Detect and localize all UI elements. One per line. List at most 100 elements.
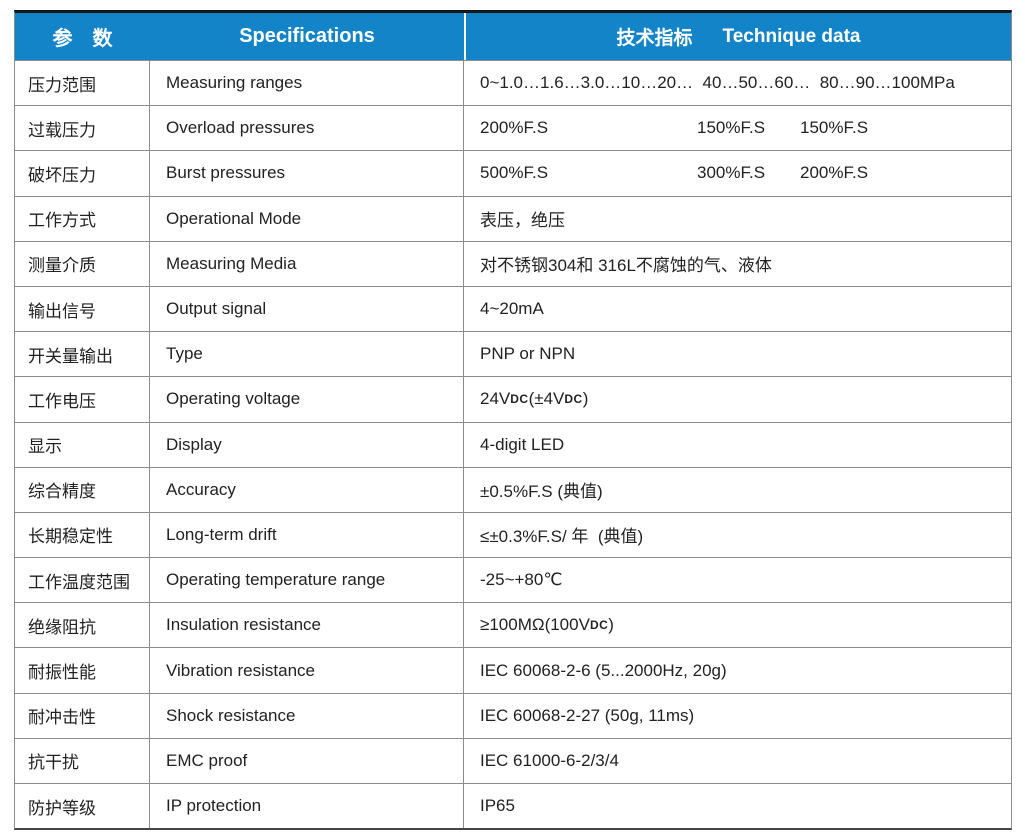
spec-en-cell: Burst pressures [150,151,464,196]
spec-en-cell: Output signal [150,286,464,332]
spec-en-cell: EMC proof [150,738,464,783]
value-text: 4~20mA [480,299,544,319]
header-param: 参 数 [52,28,113,50]
value-text: -25~+80℃ [480,570,563,590]
param-cn-cell: 工作温度范围 [15,558,150,603]
table-row: 压力范围 Measuring ranges 0~1.0…1.6…3.0…10…2… [15,60,1011,106]
spec-en-cell: Accuracy [150,467,464,512]
table-row: 显示 Display 4-digit LED [15,421,1011,467]
value-cell: IEC 60068-2-27 (50g, 11ms) [464,694,1011,738]
value-part: 150%F.S [697,118,766,138]
spec-en-cell: Long-term drift [150,512,464,558]
table-row: 破坏压力 Burst pressures 500%F.S 300%F.S 200%F… [15,150,1011,196]
value-cell: ±0.5%F.S (典值) [464,468,1011,512]
spec-en-cell: Insulation resistance [150,603,464,648]
header-technique-en: Technique data [722,25,861,47]
value-subscript: DC [564,392,583,407]
value-part: 24V [480,389,511,409]
param-cn-cell: 抗干扰 [15,738,150,783]
param-cn-cell: 输出信号 [15,286,150,332]
value-part: ) [608,615,614,635]
table-row: 防护等级 IP protection IP65 [15,783,1011,829]
spec-en-cell: Type [150,332,464,377]
value-text: ±0.5%F.S (典值) [480,482,603,502]
spec-en-cell: Display [150,422,464,467]
value-cell: 200%F.S 150%F.S 150%F.S [464,106,1011,150]
value-part: 300%F.S [697,163,766,183]
value-part: 200%F.S [480,118,549,138]
value-part: 200%F.S [800,163,869,183]
value-cell: 24V DC (±4V DC) [464,377,1011,421]
param-cn-cell: 绝缘阻抗 [15,603,150,648]
value-part: ≥100MΩ(100V [480,615,590,635]
param-cn-cell: 测量介质 [15,241,150,286]
value-subscript: DC [510,392,529,407]
value-cell: 0~1.0…1.6…3.0…10…20… 40…50…60… 80…90…100… [464,61,1011,105]
param-cn-cell: 工作方式 [15,196,150,241]
param-cn-cell: 开关量输出 [15,332,150,377]
spec-en-cell: Overload pressures [150,106,464,151]
spec-en-cell: Operating voltage [150,377,464,422]
table-row: 测量介质 Measuring Media 对不锈钢304和 316L不腐蚀的气、… [15,240,1011,286]
spec-en-cell: Operational Mode [150,196,464,241]
table-header: 参 数 Specifications 技术指标 Technique data [15,13,1011,60]
spec-en-cell: Vibration resistance [150,648,464,693]
spec-en-cell: IP protection [150,784,464,829]
table-row: 开关量输出 Type PNP or NPN [15,331,1011,377]
param-cn-cell: 防护等级 [15,784,150,829]
value-cell: ≤±0.3%F.S/ 年 (典值) [464,513,1011,557]
param-cn-cell: 过载压力 [15,106,150,151]
table-row: 长期稳定性 Long-term drift ≤±0.3%F.S/ 年 (典值) [15,511,1011,558]
table-row: 工作方式 Operational Mode 表压，绝压 [15,195,1011,241]
value-text: 4-digit LED [480,434,565,454]
table-row: 综合精度 Accuracy ±0.5%F.S (典值) [15,466,1011,512]
value-cell: IEC 61000-6-2/3/4 [464,739,1011,783]
param-cn-cell: 长期稳定性 [15,512,150,558]
header-specifications: Specifications [239,25,375,47]
value-text: IEC 61000-6-2/3/4 [480,750,619,770]
table-row: 工作电压 Operating voltage 24V DC (±4V DC) [15,376,1011,422]
table-row: 过载压力 Overload pressures 200%F.S 150%F.S 15… [15,105,1011,151]
table-row: 耐冲击性 Shock resistance IEC 60068-2-27 (50… [15,692,1011,738]
header-technique-data: 技术指标 Technique data [464,13,1011,60]
value-text: 0~1.0…1.6…3.0…10…20… 40…50…60… 80…90…100… [480,73,955,93]
param-cn-cell: 显示 [15,422,150,467]
value-text: 对不锈钢304和 316L不腐蚀的气、液体 [480,256,772,276]
value-text: 表压，绝压 [480,211,565,231]
value-cell: IEC 60068-2-6 (5...2000Hz, 20g) [464,648,1011,692]
value-text: IEC 60068-2-6 (5...2000Hz, 20g) [480,660,727,680]
value-cell: -25~+80℃ [464,558,1011,602]
table-row: 工作温度范围 Operating temperature range -25~+… [15,557,1011,603]
table-body: 压力范围 Measuring ranges 0~1.0…1.6…3.0…10…2… [15,60,1011,829]
param-cn-cell: 耐振性能 [15,648,150,693]
value-text: PNP or NPN [480,344,576,364]
table-row: 输出信号 Output signal 4~20mA [15,285,1011,332]
spec-en-cell: Operating temperature range [150,558,464,603]
param-cn-cell: 综合精度 [15,467,150,512]
value-part: 500%F.S [480,163,549,183]
param-cn-cell: 破坏压力 [15,151,150,196]
header-technique-cn: 技术指标 [616,28,693,49]
value-cell: 表压，绝压 [464,197,1011,241]
value-part: 150%F.S [800,118,869,138]
value-cell: 500%F.S 300%F.S 200%F.S [464,151,1011,195]
spec-en-cell: Shock resistance [150,693,464,738]
spec-en-cell: Measuring Media [150,241,464,286]
param-cn-cell: 工作电压 [15,377,150,422]
value-text: IP65 [480,796,515,816]
table-row: 绝缘阻抗 Insulation resistance ≥100MΩ(100V DC… [15,602,1011,648]
value-cell: 4~20mA [464,287,1011,331]
value-part: ) [582,389,589,409]
param-cn-cell: 耐冲击性 [15,693,150,738]
spec-table: 参 数 Specifications 技术指标 Technique data 压… [14,10,1012,831]
value-cell: IP65 [464,784,1011,828]
value-part: (±4V [528,389,565,409]
spec-en-cell: Measuring ranges [150,61,464,106]
table-row: 耐振性能 Vibration resistance IEC 60068-2-6 … [15,647,1011,693]
value-cell: 对不锈钢304和 316L不腐蚀的气、液体 [464,242,1011,286]
value-cell: ≥100MΩ(100V DC) [464,603,1011,647]
value-text: IEC 60068-2-27 (50g, 11ms) [480,705,695,725]
table-row: 抗干扰 EMC proof IEC 61000-6-2/3/4 [15,737,1011,783]
value-cell: PNP or NPN [464,332,1011,376]
value-subscript: DC [589,618,609,633]
